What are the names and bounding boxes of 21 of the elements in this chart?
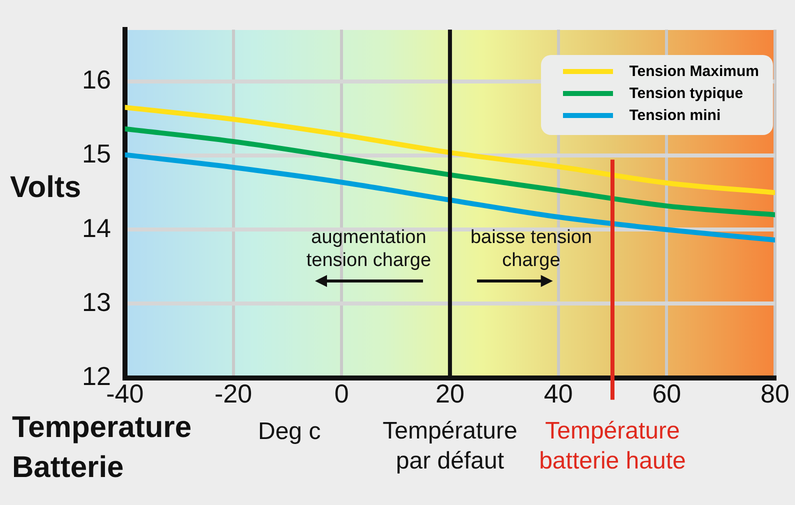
legend-label: Tension Maximum	[629, 63, 759, 80]
y-tick-label: 14	[82, 212, 111, 243]
y-axis-title: Volts	[10, 170, 82, 205]
x-tick-label: -20	[214, 378, 252, 409]
x-tick-label: 40	[544, 378, 573, 409]
x-axis-title: Temperature Batterie	[12, 410, 193, 486]
annotation: baisse tension charge	[470, 227, 592, 272]
x-tick-label: 0	[334, 378, 349, 409]
x-tick-label: 20	[436, 378, 464, 409]
annotation: augmentation tension charge	[306, 227, 432, 272]
legend-label: Tension mini	[629, 107, 721, 124]
legend-label: Tension typique	[629, 85, 744, 102]
y-tick-label: 13	[82, 286, 111, 317]
x-tick-label: 60	[652, 378, 682, 409]
text: Deg c	[258, 418, 321, 446]
y-tick-label: 12	[82, 360, 111, 391]
x-tick-label: 80	[760, 378, 790, 409]
ref-line-label: Température par défaut	[382, 417, 518, 474]
y-tick-label: 15	[82, 138, 111, 169]
ref-line-label: Température batterie haute	[539, 417, 686, 474]
y-tick-label: 16	[82, 64, 111, 95]
